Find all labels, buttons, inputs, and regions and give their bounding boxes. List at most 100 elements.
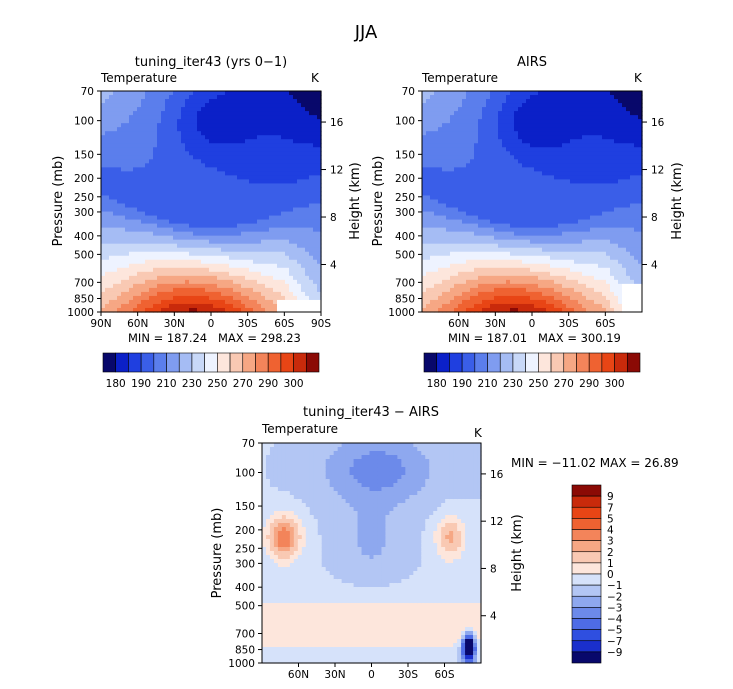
contour-cell (474, 279, 479, 285)
contour-cell (101, 283, 106, 289)
contour-cell (293, 147, 298, 152)
contour-cell (518, 99, 523, 104)
contour-cell (225, 103, 230, 108)
contour-cell (241, 255, 246, 261)
contour-cell (498, 295, 503, 301)
contour-cell (482, 187, 487, 193)
contour-cell (530, 91, 535, 96)
contour-cell (165, 247, 170, 253)
height-tick-label: 12 (330, 165, 343, 177)
contour-cell (558, 95, 563, 100)
contour-cell (229, 267, 234, 273)
contour-cell (438, 191, 443, 197)
contour-cell (225, 111, 230, 116)
contour-cell (546, 239, 551, 245)
contour-cell (289, 163, 294, 168)
contour-cell (121, 247, 126, 253)
contour-cell (197, 127, 202, 132)
contour-cell (442, 139, 447, 144)
contour-cell (494, 247, 499, 253)
contour-cell (458, 127, 463, 132)
contour-cell (233, 135, 238, 140)
contour-cell (125, 267, 130, 273)
contour-cell (470, 295, 475, 301)
contour-cell (109, 303, 114, 309)
contour-cell (554, 183, 559, 189)
contour-cell (125, 143, 130, 148)
contour-cell (510, 159, 515, 164)
contour-cell (305, 91, 310, 96)
contour-cell (221, 243, 226, 249)
contour-cell (101, 187, 106, 193)
contour-cell (189, 243, 194, 249)
contour-cell (313, 183, 318, 189)
contour-cell (518, 167, 523, 172)
contour-cell (550, 251, 555, 257)
contour-cell (546, 163, 551, 168)
contour-cell (434, 151, 439, 156)
contour-cell (450, 167, 455, 172)
contour-cell (253, 103, 258, 108)
contour-cell (273, 255, 278, 261)
contour-cell (221, 223, 226, 229)
contour-cell (297, 307, 302, 313)
contour-cell (201, 147, 206, 152)
contour-cell (438, 187, 443, 193)
contour-cell (105, 239, 110, 245)
contour-cell (462, 171, 467, 176)
contour-cell (265, 163, 270, 168)
contour-cell (225, 107, 230, 112)
contour-cell (454, 223, 459, 229)
contour-cell (125, 287, 130, 293)
contour-cell (177, 119, 182, 124)
contour-cell (518, 255, 523, 261)
contour-cell (193, 251, 198, 257)
contour-cell (534, 179, 539, 185)
contour-cell (506, 91, 511, 96)
contour-cell (494, 143, 499, 148)
contour-cell (249, 251, 254, 257)
contour-cell (293, 243, 298, 249)
contour-cell (526, 119, 531, 124)
contour-cell (233, 303, 238, 309)
contour-cell (442, 159, 447, 164)
contour-cell (129, 123, 134, 128)
contour-cell (297, 299, 302, 305)
contour-cell (285, 143, 290, 148)
contour-cell (474, 103, 479, 108)
contour-cell (442, 271, 447, 277)
contour-cell (522, 243, 527, 249)
contour-cell (121, 147, 126, 152)
contour-cell (269, 307, 274, 313)
contour-cell (105, 219, 110, 225)
contour-cell (273, 147, 278, 152)
contour-cell (153, 203, 158, 209)
contour-cell (534, 219, 539, 225)
contour-cell (502, 291, 507, 297)
contour-cell (173, 171, 178, 176)
contour-cell (313, 147, 318, 152)
contour-cell (470, 291, 475, 297)
contour-cell (229, 127, 234, 132)
contour-cell (165, 255, 170, 261)
contour-cell (442, 227, 447, 233)
contour-cell (189, 255, 194, 261)
contour-cell (241, 195, 246, 201)
contour-cell (169, 235, 174, 241)
contour-cell (305, 223, 310, 229)
contour-cell (257, 287, 262, 293)
contour-cell (430, 123, 435, 128)
contour-cell (185, 223, 190, 229)
contour-cell (530, 131, 535, 136)
contour-cell (225, 91, 230, 96)
contour-cell (546, 159, 551, 164)
contour-cell (558, 147, 563, 152)
contour-cell (281, 223, 286, 229)
contour-cell (281, 299, 286, 305)
contour-cell (478, 255, 483, 261)
contour-cell (173, 307, 178, 313)
contour-cell (309, 219, 314, 225)
contour-cell (201, 255, 206, 261)
contour-cell (285, 235, 290, 241)
contour-cell (550, 303, 555, 309)
